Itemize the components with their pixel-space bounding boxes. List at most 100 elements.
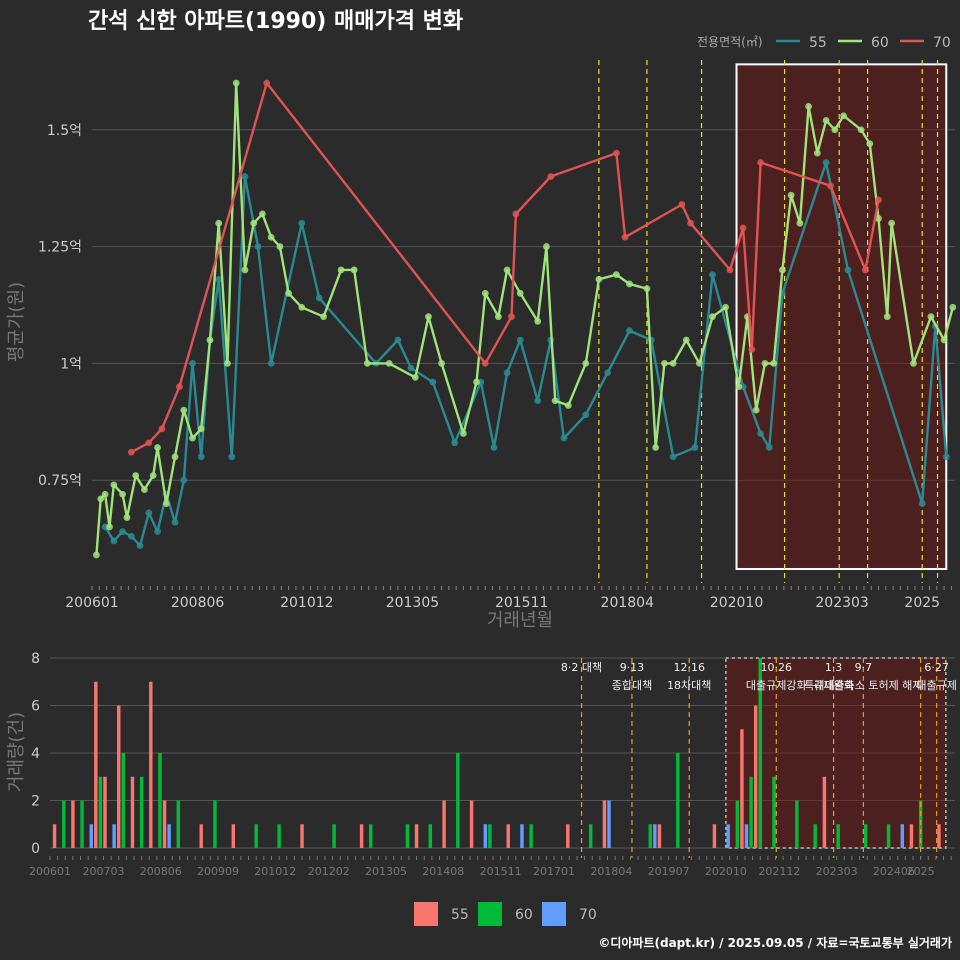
data-point-60 (276, 243, 284, 250)
data-point-55 (136, 542, 144, 550)
data-point-60 (162, 500, 170, 507)
data-point-55 (189, 359, 196, 367)
data-point-60 (940, 336, 948, 344)
highlight-box (735, 63, 948, 570)
policy-annotation-date: 9·13 (620, 661, 645, 674)
volume-x-tick: 200703 (82, 865, 124, 878)
x-tick-label: 201804 (601, 595, 655, 611)
data-point-55 (942, 453, 950, 461)
volume-bar-55 (117, 705, 121, 848)
data-point-60 (110, 481, 118, 489)
data-point-70 (481, 359, 489, 367)
volume-bar-70 (607, 800, 611, 848)
legend-title: 전용면적(㎡) (697, 35, 763, 49)
policy-annotation-label: 18차대책 (667, 679, 711, 692)
data-point-70 (726, 266, 734, 274)
data-point-60 (669, 359, 677, 367)
data-point-60 (123, 514, 131, 521)
data-point-60 (787, 191, 795, 199)
data-point-60 (831, 126, 839, 134)
data-point-55 (215, 275, 223, 283)
data-point-60 (682, 336, 690, 344)
bar-legend: 55 60 70 (414, 902, 597, 926)
x-tick-label: 202010 (710, 595, 763, 611)
volume-bar-70 (167, 824, 171, 848)
policy-annotation-date: 10·26 (761, 661, 793, 674)
data-point-60 (425, 313, 432, 321)
data-point-60 (259, 210, 266, 218)
data-point-60 (224, 359, 231, 367)
data-point-60 (438, 359, 445, 367)
data-point-60 (910, 359, 917, 367)
line-legend: 전용면적(㎡) 55 60 70 (697, 35, 951, 51)
volume-bar-60 (588, 824, 593, 848)
data-point-60 (215, 219, 223, 227)
volume-bar-70 (653, 824, 657, 848)
data-point-60 (411, 374, 419, 381)
data-point-60 (460, 430, 467, 437)
volume-x-tick: 201305 (365, 865, 407, 878)
policy-annotation-date: 6·27 (924, 661, 949, 674)
data-point-60 (796, 219, 804, 227)
policy-annotation-date: 1·3 (825, 661, 843, 674)
x-tick-label: 201305 (386, 595, 439, 611)
volume-x-tick: 201202 (308, 865, 350, 878)
volume-bar-60 (676, 753, 680, 848)
volume-bar-55 (162, 800, 167, 848)
volume-bar-60 (121, 753, 126, 848)
data-point-60 (551, 397, 559, 405)
volume-bar-55 (103, 776, 107, 848)
legend-label-55: 55 (809, 35, 827, 51)
volume-y-tick: 6 (31, 699, 40, 715)
volume-bar-60 (886, 824, 891, 848)
data-point-60 (543, 243, 550, 250)
data-point-70 (512, 210, 520, 218)
volume-bar-60 (332, 824, 336, 848)
data-point-55 (267, 359, 275, 367)
volume-y-axis-title: 거래량(건) (6, 712, 27, 792)
data-point-60 (241, 266, 249, 274)
y-tick-label: 0.75억 (38, 473, 82, 489)
volume-y-tick: 8 (31, 651, 40, 667)
data-point-55 (765, 444, 773, 451)
policy-annotation-date: 8·2 대책 (561, 661, 602, 674)
data-point-55 (757, 430, 764, 437)
data-point-60 (875, 215, 882, 222)
data-point-60 (866, 140, 874, 148)
data-point-70 (827, 182, 834, 190)
data-point-60 (171, 453, 179, 461)
data-point-60 (612, 271, 620, 279)
x-tick-label: 201511 (495, 595, 548, 611)
data-point-55 (490, 444, 498, 451)
data-point-70 (263, 79, 271, 87)
x-tick-label: 200806 (171, 595, 225, 611)
x-tick-label: 202303 (815, 595, 868, 611)
volume-bar-60 (863, 824, 868, 848)
data-point-55 (254, 243, 262, 250)
volume-bar-70 (726, 824, 730, 848)
volume-x-tick: 200806 (140, 865, 182, 878)
data-point-60 (927, 313, 935, 321)
volume-x-tick: 200909 (197, 865, 239, 878)
data-point-70 (612, 149, 620, 157)
data-point-60 (516, 289, 524, 297)
data-point-55 (110, 537, 118, 545)
data-point-60 (752, 406, 760, 414)
volume-y-tick: 0 (31, 841, 40, 857)
bar-legend-swatch-55 (414, 902, 438, 926)
data-point-60 (822, 117, 830, 124)
legend-label-60: 60 (871, 35, 889, 51)
data-point-60 (534, 317, 542, 325)
volume-y-tick: 2 (31, 794, 40, 810)
volume-bar-55 (300, 824, 304, 848)
data-point-60 (206, 336, 214, 344)
data-point-55 (516, 336, 524, 344)
bar-legend-label-60: 60 (515, 907, 533, 923)
data-point-60 (770, 359, 778, 367)
data-point-60 (97, 495, 105, 503)
data-point-60 (840, 112, 847, 120)
volume-bar-55 (909, 824, 914, 848)
data-point-60 (761, 359, 769, 367)
volume-bar-60 (277, 824, 281, 848)
x-tick-label: 200601 (65, 595, 118, 611)
